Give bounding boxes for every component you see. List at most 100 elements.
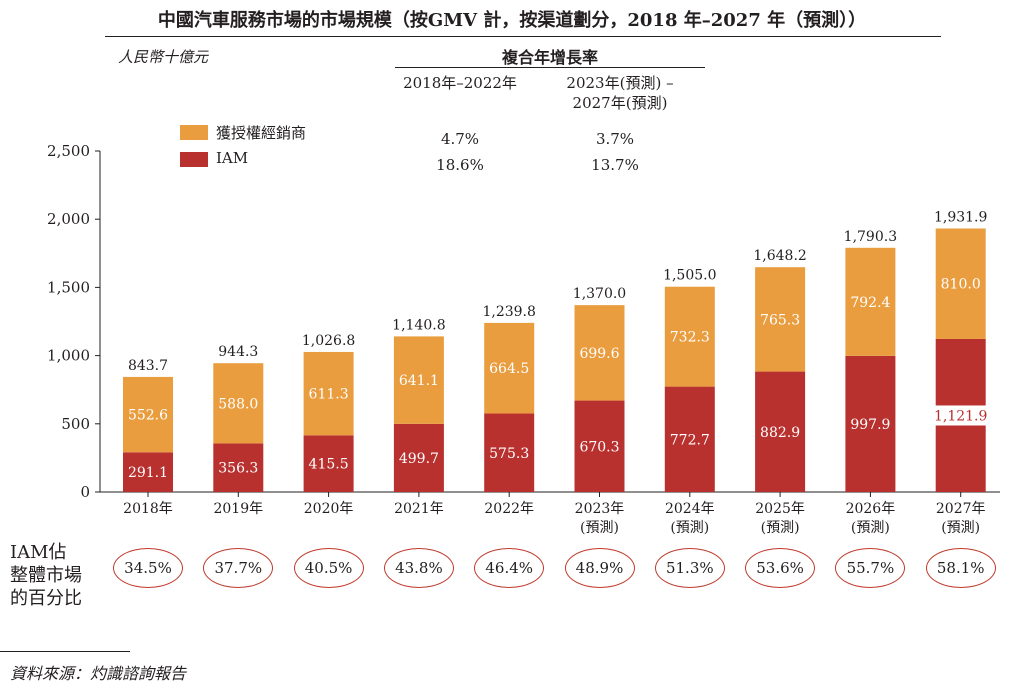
- bar-iam-label: 415.5: [309, 457, 349, 473]
- x-tick-sublabel: (預測): [941, 520, 980, 536]
- bar-dealer-label: 641.1: [399, 373, 439, 389]
- bar-iam-label: 356.3: [218, 461, 258, 477]
- bar-total-label: 1,026.8: [302, 333, 355, 349]
- bar-dealer-label: 588.0: [218, 396, 258, 412]
- bar-iam-label-box: [931, 405, 990, 426]
- bar-iam: [213, 443, 264, 492]
- legend-swatch-dealer: [180, 125, 208, 140]
- cagr-dealer-p2: 3.7%: [595, 130, 635, 148]
- iam-share-oval: 34.5%: [113, 548, 183, 588]
- x-tick-label: 2021年: [394, 501, 444, 517]
- bar-iam-label: 575.3: [489, 446, 529, 462]
- bar-total-label: 1,505.0: [663, 268, 716, 284]
- x-tick-label: 2018年: [123, 501, 173, 517]
- bar-iam-label: 499.7: [399, 451, 439, 467]
- iam-share-oval: 58.1%: [925, 548, 996, 588]
- bar-total-label: 1,790.3: [844, 229, 897, 245]
- unit-label: 人民幣十億元: [118, 48, 209, 66]
- bar-dealer-label: 810.0: [941, 277, 981, 293]
- x-tick-sublabel: (預測): [851, 520, 890, 536]
- legend-label-iam: IAM: [216, 149, 249, 167]
- bar-dealer-label: 664.5: [489, 361, 529, 377]
- bar-iam: [303, 435, 354, 492]
- bar-iam-label: 997.9: [850, 417, 890, 433]
- bar-iam-label: 882.9: [760, 425, 800, 441]
- y-tick-label: 1,500: [47, 278, 90, 296]
- bar-dealer-label: 699.6: [579, 346, 619, 362]
- cagr-header: 複合年增長率: [501, 48, 598, 67]
- cagr-period-2-line2: 2027年(預測): [572, 94, 668, 112]
- y-tick-label: 2,000: [47, 210, 90, 228]
- cagr-iam-p2: 13.7%: [591, 156, 639, 174]
- x-tick-label: 2026年: [846, 501, 896, 517]
- x-tick-label: 2019年: [213, 501, 263, 517]
- x-tick-sublabel: (預測): [580, 520, 619, 536]
- iam-share-oval: 46.4%: [474, 548, 545, 588]
- chart-plot: 0 500 1,000 1,500 2,000 2,500 291.1 552.6 843.7 2…: [47, 142, 1000, 536]
- cagr-rule: [395, 67, 705, 68]
- y-tick-label: 0: [80, 483, 90, 501]
- x-tick-label: 2020年: [304, 501, 354, 517]
- bar-dealer-label: 765.3: [760, 312, 800, 328]
- bar-dealer-label: 792.4: [850, 295, 890, 311]
- cagr-iam-p1: 18.6%: [436, 156, 484, 174]
- cagr-dealer-p1: 4.7%: [440, 130, 480, 148]
- bar-iam: [755, 371, 806, 492]
- iam-share-oval: 51.3%: [654, 548, 725, 588]
- bar-dealer: [845, 247, 896, 356]
- iam-share-oval: 43.8%: [383, 548, 454, 588]
- x-tick-label: 2024年: [665, 501, 715, 517]
- iam-share-label-line1: IAM佔: [10, 542, 67, 563]
- bar-total-label: 1,931.9: [934, 209, 987, 225]
- bar-iam: [845, 355, 896, 492]
- bar-total-label: 1,370.0: [573, 286, 626, 302]
- bar-iam: [484, 413, 535, 492]
- title-rule: [105, 36, 941, 37]
- iam-share-oval: 48.9%: [564, 548, 635, 588]
- bar-dealer: [664, 286, 715, 387]
- iam-share-oval: 37.7%: [203, 548, 274, 588]
- source-rule: [0, 651, 130, 652]
- bar-iam-label: 291.1: [128, 465, 168, 481]
- iam-share-label: IAM佔 整體市場 的百分比: [10, 541, 82, 610]
- cagr-period-2-line1: 2023年(預測) –: [566, 74, 674, 92]
- x-tick-label: 2027年: [936, 501, 986, 517]
- bar-iam-label: 1,121.9: [934, 408, 987, 424]
- x-tick-sublabel: (預測): [761, 520, 800, 536]
- chart-title: 中國汽車服務市場的市場規模（按GMV 計，按渠道劃分，2018 年–2027 年…: [157, 10, 867, 31]
- bar-dealer: [574, 305, 625, 401]
- legend-swatch-iam: [180, 152, 208, 167]
- bar-total-label: 1,239.8: [482, 304, 535, 320]
- y-tick-label: 1,000: [47, 347, 90, 365]
- x-tick-label: 2023年: [575, 501, 625, 517]
- bar-total-label: 843.7: [128, 358, 168, 374]
- bar-dealer: [303, 351, 354, 436]
- x-tick-sublabel: (預測): [670, 520, 709, 536]
- cagr-period-1: 2018年–2022年: [403, 74, 517, 92]
- bar-dealer-label: 611.3: [309, 387, 349, 403]
- iam-share-label-line3: 的百分比: [10, 588, 82, 609]
- bar-iam-label: 670.3: [579, 439, 619, 455]
- y-tick-label: 500: [61, 415, 90, 433]
- bar-total-label: 944.3: [218, 344, 258, 360]
- iam-share-label-line2: 整體市場: [10, 565, 82, 586]
- y-tick-label: 2,500: [47, 142, 90, 160]
- bar-dealer: [123, 376, 173, 453]
- iam-share-oval: 55.7%: [835, 548, 906, 588]
- iam-share-oval: 53.6%: [745, 548, 816, 588]
- cagr-period-2: 2023年(預測) – 2027年(預測): [545, 73, 695, 113]
- bar-iam: [664, 386, 715, 492]
- bar-iam: [393, 423, 444, 492]
- bar-iam: [123, 452, 173, 492]
- bar-dealer: [213, 363, 264, 444]
- bar-total-label: 1,140.8: [392, 317, 445, 333]
- bar-dealer-label: 732.3: [670, 330, 710, 346]
- source-note: 資料來源：灼識諮詢報告: [10, 664, 187, 683]
- bar-dealer: [935, 228, 986, 339]
- legend-label-dealer: 獲授權經銷商: [216, 124, 307, 142]
- bar-dealer: [393, 336, 444, 424]
- iam-share-oval: 40.5%: [293, 548, 364, 588]
- bar-dealer: [755, 267, 806, 372]
- bar-dealer: [484, 322, 535, 414]
- bar-dealer-label: 552.6: [128, 408, 168, 424]
